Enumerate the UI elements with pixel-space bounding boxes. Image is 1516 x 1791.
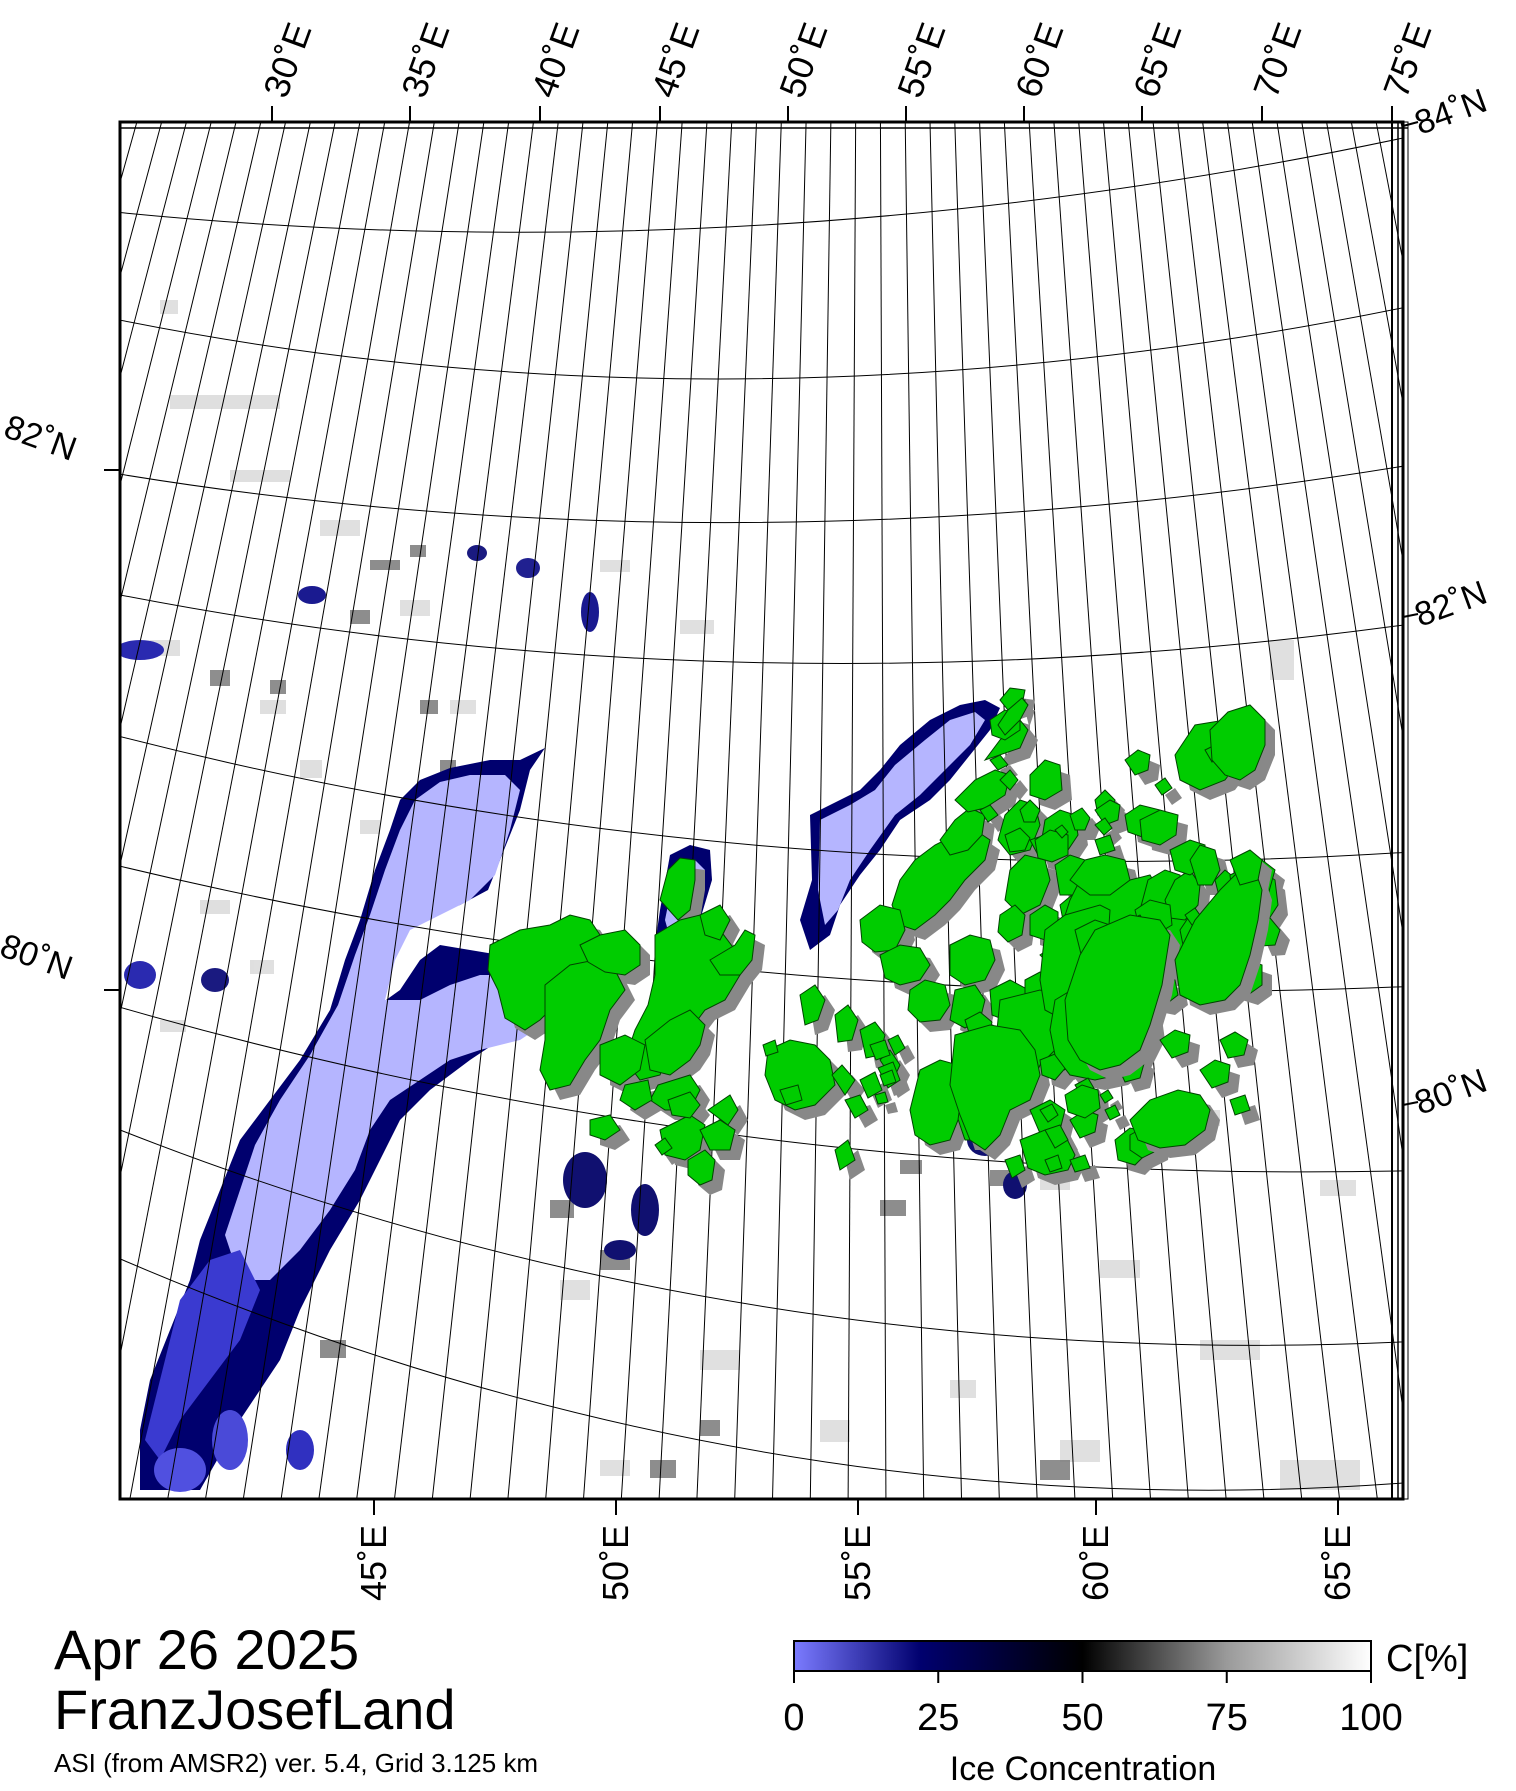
colorbar-tick-label: 50	[1061, 1697, 1103, 1739]
bottom-lon-label: 65˚E	[1317, 1525, 1358, 1601]
left-lat-label-82: 82˚N	[0, 408, 82, 469]
bottom-axis: 45˚E 50˚E 55˚E 60˚E 65˚E	[353, 1499, 1358, 1601]
top-lon-label: 35˚E	[393, 17, 458, 102]
top-axis: 30˚E 35˚E 40˚E 45˚E 50˚E 55˚E 60˚E 65˚E 70˚E 75˚E	[255, 17, 1440, 122]
map-content	[120, 122, 1403, 1499]
colorbar-tick-label: 75	[1206, 1697, 1248, 1739]
top-lon-label: 65˚E	[1125, 17, 1190, 102]
title-block: Apr 26 2025 FranzJosefLand ASI (from AMS…	[54, 1618, 539, 1778]
right-lat-label-84: 84˚N	[1410, 82, 1492, 143]
right-lat-label-82: 82˚N	[1410, 574, 1492, 635]
bottom-lon-label: 50˚E	[595, 1525, 636, 1601]
bottom-lon-label: 60˚E	[1075, 1525, 1116, 1601]
colorbar-tick-label: 25	[917, 1697, 959, 1739]
top-lon-label: 30˚E	[255, 17, 320, 102]
top-lon-label: 40˚E	[523, 17, 588, 102]
map-source: ASI (from AMSR2) ver. 5.4, Grid 3.125 km	[54, 1748, 539, 1778]
colorbar: 0 25 50 75 100 C[%] Ice Concentration	[783, 1638, 1468, 1788]
colorbar-tick-label: 100	[1339, 1697, 1402, 1739]
top-lon-label: 55˚E	[889, 17, 954, 102]
land-major	[997, 697, 1275, 1158]
colorbar-title: Ice Concentration	[950, 1750, 1217, 1788]
top-lon-label: 60˚E	[1007, 17, 1072, 102]
open-water-zones	[120, 545, 1027, 1492]
top-lon-label: 50˚E	[771, 17, 836, 102]
map-date: Apr 26 2025	[54, 1618, 360, 1681]
bottom-lon-label: 55˚E	[837, 1525, 878, 1601]
top-lon-label: 45˚E	[643, 17, 708, 102]
colorbar-tick-label: 0	[783, 1697, 804, 1739]
top-lon-label: 75˚E	[1375, 17, 1440, 102]
colorbar-gradient	[793, 1640, 1372, 1672]
bottom-lon-label: 45˚E	[353, 1525, 394, 1601]
top-lon-label: 70˚E	[1245, 17, 1310, 102]
left-lat-label-80: 80˚N	[0, 927, 78, 988]
map-region: FranzJosefLand	[54, 1678, 456, 1741]
colorbar-unit: C[%]	[1386, 1638, 1468, 1680]
right-lat-label-80: 80˚N	[1410, 1062, 1492, 1123]
